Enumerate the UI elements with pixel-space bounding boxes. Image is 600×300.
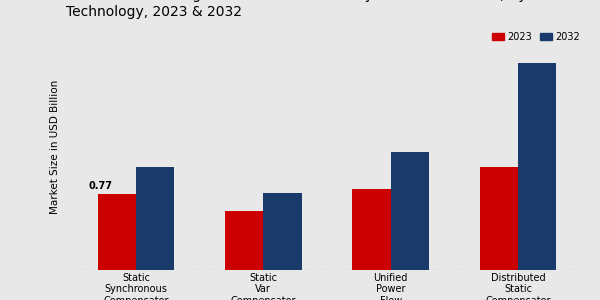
- Bar: [518, 63, 556, 270]
- Bar: [225, 211, 263, 270]
- Bar: [480, 167, 518, 270]
- Bar: [98, 194, 136, 270]
- Text: Flexible Alternating Current Transmission Systems Fact Market, By
Technology, 20: Flexible Alternating Current Transmissio…: [66, 0, 527, 19]
- Bar: [391, 152, 429, 270]
- Bar: [263, 193, 302, 270]
- Bar: [352, 189, 391, 270]
- Text: 0.77: 0.77: [89, 181, 113, 191]
- Bar: [136, 167, 174, 270]
- Legend: 2023, 2032: 2023, 2032: [489, 29, 583, 45]
- Y-axis label: Market Size in USD Billion: Market Size in USD Billion: [50, 80, 61, 214]
